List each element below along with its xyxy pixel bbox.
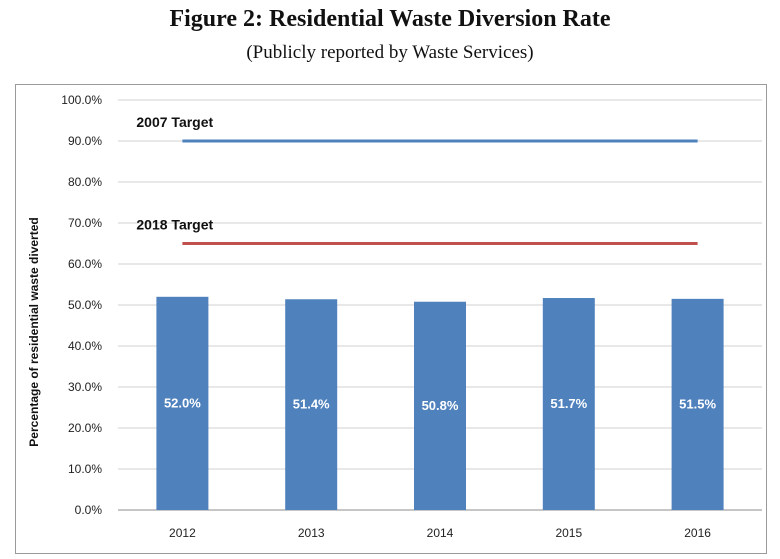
target-label: 2018 Target <box>136 217 213 233</box>
data-label: 51.5% <box>679 396 716 411</box>
bar <box>156 296 209 510</box>
y-tick-label: 10.0% <box>68 462 102 476</box>
bar <box>671 298 724 510</box>
bar <box>542 298 595 510</box>
y-tick-label: 100.0% <box>61 93 102 107</box>
y-tick-label: 70.0% <box>68 216 102 230</box>
x-tick-label: 2013 <box>298 526 325 540</box>
bar <box>414 301 466 510</box>
chart-frame <box>15 84 767 554</box>
data-label: 51.4% <box>293 397 330 412</box>
x-tick-label: 2015 <box>555 526 582 540</box>
y-tick-label: 80.0% <box>68 175 102 189</box>
bar <box>285 299 338 510</box>
y-tick-label: 30.0% <box>68 380 102 394</box>
x-tick-label: 2014 <box>427 526 454 540</box>
y-tick-label: 90.0% <box>68 134 102 148</box>
data-label: 51.7% <box>550 396 587 411</box>
y-tick-label: 20.0% <box>68 421 102 435</box>
y-tick-label: 50.0% <box>68 298 102 312</box>
y-tick-label: 0.0% <box>75 503 103 517</box>
y-tick-label: 60.0% <box>68 257 102 271</box>
chart-subtitle: (Publicly reported by Waste Services) <box>246 42 534 63</box>
y-axis-label: Percentage of residential waste diverted <box>27 217 41 446</box>
data-label: 52.0% <box>164 395 201 410</box>
target-label: 2007 Target <box>136 114 213 130</box>
data-label: 50.8% <box>422 398 459 413</box>
y-tick-label: 40.0% <box>68 339 102 353</box>
x-tick-label: 2012 <box>169 526 196 540</box>
x-tick-label: 2016 <box>684 526 711 540</box>
chart-title: Figure 2: Residential Waste Diversion Ra… <box>169 6 611 32</box>
